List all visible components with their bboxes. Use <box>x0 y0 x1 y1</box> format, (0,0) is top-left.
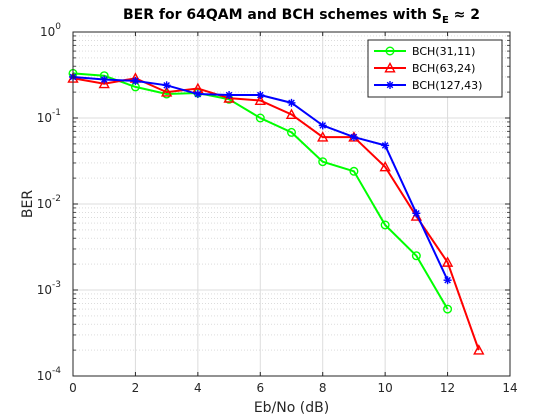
marker-stroke <box>100 76 108 83</box>
data-point <box>193 90 202 99</box>
x-tick-label: 12 <box>440 381 455 395</box>
data-point <box>287 127 297 137</box>
marker-stroke <box>225 91 233 99</box>
data-point <box>318 121 327 130</box>
title-subscript: E <box>442 15 449 26</box>
marker-stroke <box>256 91 264 99</box>
x-tick-label: 14 <box>502 381 517 395</box>
data-point <box>443 276 452 285</box>
legend-marker <box>384 62 396 73</box>
data-point <box>443 304 453 314</box>
series-layer <box>67 68 485 355</box>
data-point <box>411 251 421 261</box>
marker-stroke <box>163 82 170 89</box>
data-point <box>162 81 171 90</box>
data-point <box>254 94 266 105</box>
data-point <box>100 75 109 84</box>
series-2 <box>69 72 452 285</box>
y-tick-label: 10-1 <box>37 108 61 125</box>
y-tick-label: 10-4 <box>37 366 62 383</box>
legend-marker <box>386 81 394 89</box>
chart-title: BER for 64QAM and BCH schemes with SE ≈ … <box>123 7 480 26</box>
marker-stroke <box>444 276 451 284</box>
marker-stroke <box>288 99 295 107</box>
y-tick-label: 10-2 <box>37 194 61 211</box>
data-point <box>379 160 391 172</box>
x-tick-label: 2 <box>132 381 140 395</box>
y-tick-label: 10-3 <box>37 280 61 297</box>
data-point <box>349 166 359 176</box>
legend-entry: BCH(31,11) <box>412 45 475 58</box>
x-tick-label: 4 <box>194 381 202 395</box>
x-tick-label: 0 <box>69 381 77 395</box>
data-point <box>98 77 110 89</box>
marker-stroke <box>194 90 202 98</box>
data-point <box>473 344 485 355</box>
legend-entry: BCH(63,24) <box>412 62 475 75</box>
data-point <box>225 91 234 100</box>
x-axis-label: Eb/No (dB) <box>254 400 329 416</box>
marker-stroke <box>319 122 327 129</box>
y-tick-label: 100 <box>40 22 61 39</box>
data-point <box>412 209 421 218</box>
marker-stroke <box>381 142 389 149</box>
series-line <box>72 72 449 310</box>
data-point <box>160 86 173 97</box>
data-point <box>441 256 454 267</box>
data-point <box>317 131 329 142</box>
x-tick-label: 6 <box>256 381 264 395</box>
legend: BCH(31,11) BCH(63,24) BCH(127,43) <box>367 39 503 98</box>
data-point <box>287 98 296 107</box>
legend-entry: BCH(127,43) <box>412 79 482 92</box>
x-tick-label: 8 <box>319 381 327 395</box>
data-point <box>256 91 265 100</box>
marker-stroke <box>350 133 358 141</box>
data-point <box>380 220 390 230</box>
series-line <box>72 77 480 351</box>
data-point <box>255 113 265 123</box>
data-point <box>381 141 390 150</box>
y-axis-label: BER <box>20 190 36 218</box>
x-tick-label: 10 <box>378 381 393 395</box>
data-point <box>131 76 140 85</box>
data-point <box>318 157 328 167</box>
marker-stroke <box>132 77 139 85</box>
marker-stroke <box>386 81 394 89</box>
data-point <box>349 133 358 142</box>
data-point <box>285 108 298 119</box>
marker-stroke <box>413 209 420 217</box>
axes: 0 2 4 6 8 10 12 14 100 10-1 10-2 10-3 10-4 <box>37 22 518 395</box>
title-suffix: ≈ 2 <box>449 7 480 23</box>
legend-marker <box>385 46 395 56</box>
